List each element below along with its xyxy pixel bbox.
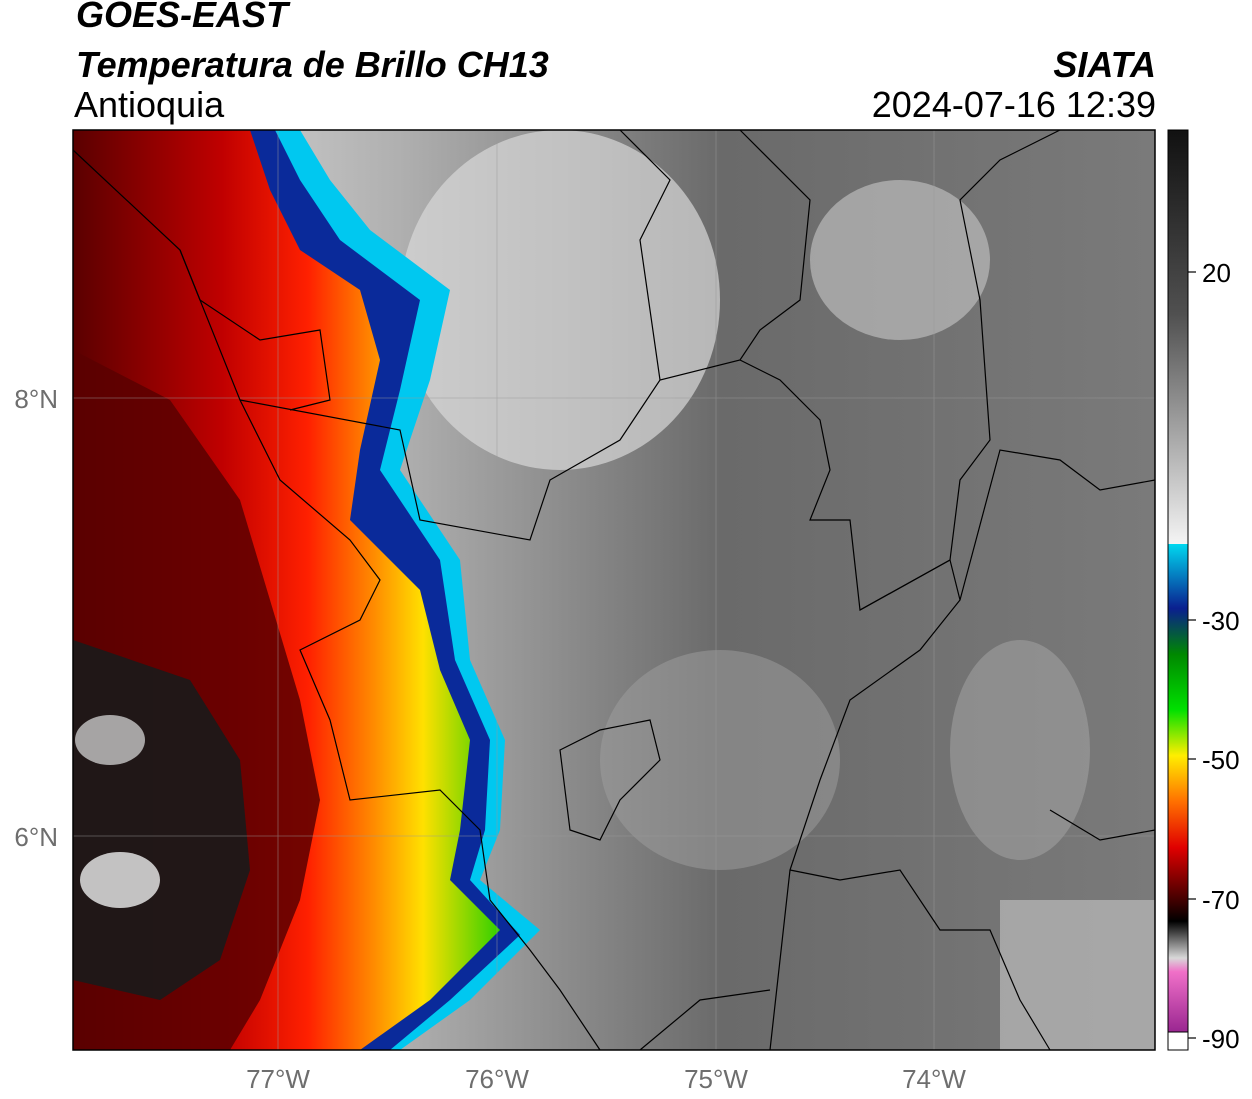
colorbar: [1167, 129, 1189, 1051]
cloud-patch: [400, 130, 720, 470]
overshooting-top: [80, 852, 160, 908]
colorbar-tick-label: -50: [1202, 745, 1240, 775]
map-frame: [72, 129, 1156, 1051]
product-title: Temperatura de Brillo CH13: [76, 44, 549, 85]
colorbar-tick-label: 20: [1202, 258, 1231, 288]
cloud-patch: [600, 650, 840, 870]
lat-tick-label: 6°N: [14, 822, 58, 852]
colorbar-bottom-white: [1167, 1031, 1189, 1051]
overshooting-top: [75, 715, 145, 765]
colorbar-tick-label: -90: [1202, 1024, 1240, 1054]
lowland-patch: [1000, 900, 1155, 1050]
satellite-title: GOES-EAST: [76, 0, 289, 35]
colorbar-ticks: [1188, 271, 1196, 1039]
lon-tick-label: 76°W: [465, 1064, 529, 1094]
lon-tick-label: 77°W: [246, 1064, 310, 1094]
datetime-label: 2024-07-16 12:39: [871, 84, 1156, 125]
colorbar-tick-label: -30: [1202, 606, 1240, 636]
region-label: Antioquia: [74, 84, 225, 125]
cloud-patch: [810, 180, 990, 340]
lon-tick-label: 74°W: [902, 1064, 966, 1094]
organization-label: SIATA: [1053, 44, 1156, 85]
colorbar-tick-label: -70: [1202, 885, 1240, 915]
boundaries: [72, 129, 1156, 1051]
gridlines: [73, 130, 1155, 1050]
lon-tick-label: 75°W: [684, 1064, 748, 1094]
cloud-patch: [950, 640, 1090, 860]
lat-tick-label: 8°N: [14, 384, 58, 414]
